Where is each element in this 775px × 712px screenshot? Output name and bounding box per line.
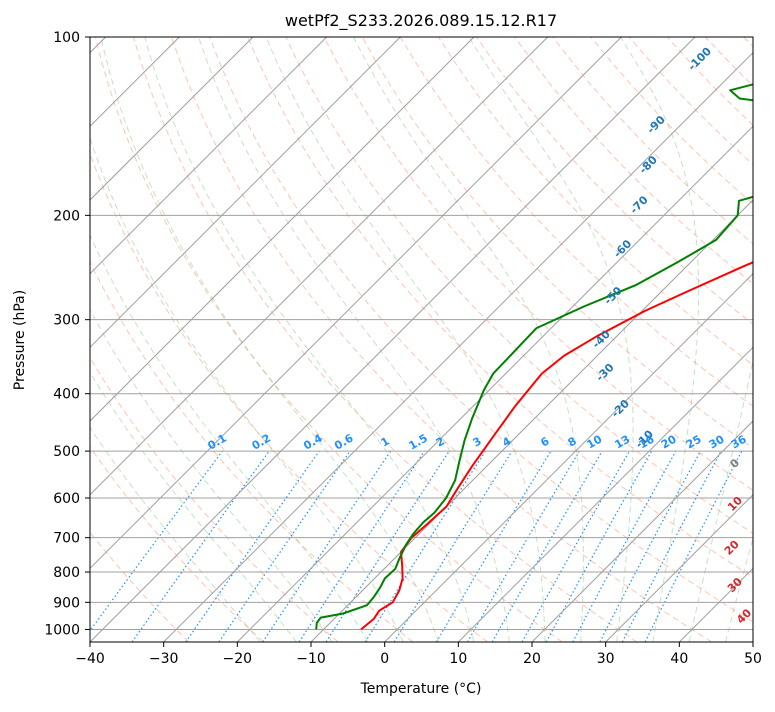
chart-title: wetPf2_S233.2026.089.15.12.R17 — [285, 11, 557, 31]
mixing-ratio-label: 3 — [471, 435, 484, 450]
mixing-ratio-label: 30 — [707, 432, 727, 451]
y-tick-label: 300 — [53, 313, 80, 329]
temperature-profile-line — [361, 37, 775, 629]
isotherm-line — [16, 37, 621, 642]
mixing-ratio-line — [573, 451, 676, 642]
isotherm-line — [237, 37, 775, 642]
y-tick-label: 100 — [53, 30, 80, 46]
dry-adiabat-line — [705, 37, 775, 642]
isotherm-label: 30 — [725, 575, 745, 595]
mixing-ratio-label: 0.4 — [301, 431, 325, 452]
y-tick-label: 800 — [53, 565, 80, 581]
y-tick-label: 600 — [53, 491, 80, 507]
x-axis-label: Temperature (°C) — [360, 681, 482, 697]
x-tick-label: −40 — [75, 651, 105, 667]
mixing-ratio-label: 36 — [729, 432, 749, 451]
y-axis: 100 200 300 400 500 600 700 800 900 1000 — [44, 30, 90, 638]
isotherm-label: -100 — [685, 44, 714, 73]
isotherm-line — [753, 37, 775, 642]
y-tick-label: 1000 — [44, 622, 80, 638]
mixing-ratio-label: 0.2 — [250, 432, 273, 453]
moist-adiabat-line — [4, 37, 332, 642]
x-axis: −40 −30 −20 −10 0 10 20 30 40 50 — [75, 642, 762, 667]
mixing-ratio-line — [600, 451, 701, 642]
isotherm-label: -50 — [602, 284, 625, 307]
mixing-ratio-label: 25 — [684, 433, 704, 452]
dry-adiabat-line — [172, 37, 712, 642]
isotherm-line — [0, 37, 327, 642]
dry-adiabat-line — [744, 37, 775, 642]
x-tick-label: 20 — [523, 651, 541, 667]
mixing-ratio-line — [219, 451, 350, 642]
isotherm-line — [385, 37, 775, 642]
dry-adiabat-line — [591, 37, 775, 642]
dry-adiabat-line — [19, 37, 413, 642]
y-tick-label: 700 — [53, 531, 80, 547]
isotherm-label: 10 — [725, 494, 745, 514]
mixing-ratio-line — [365, 451, 485, 642]
isotherm-label: 40 — [734, 606, 754, 626]
isotherm-line — [0, 37, 400, 642]
y-tick-label: 200 — [53, 208, 80, 224]
isotherm-label: 20 — [722, 537, 742, 557]
y-tick-label: 400 — [53, 387, 80, 403]
isotherm-label: -60 — [611, 237, 634, 260]
isotherm-label: -40 — [590, 327, 613, 350]
x-tick-label: 40 — [670, 651, 688, 667]
mixing-ratio-label: 1 — [379, 435, 392, 450]
dry-adiabat-line — [0, 37, 263, 642]
moist-adiabat-line — [101, 37, 439, 642]
mixing-ratio-label: 8 — [566, 435, 579, 450]
x-tick-label: −20 — [223, 651, 253, 667]
isotherm-line — [311, 37, 775, 642]
y-tick-label: 900 — [53, 595, 80, 611]
isotherm-label: -20 — [609, 397, 632, 420]
mixing-ratio-line — [263, 451, 391, 642]
dry-adiabat-line — [0, 37, 338, 642]
mixing-ratio-label: 10 — [584, 432, 604, 451]
isotherm-line — [164, 37, 769, 642]
mixing-ratio-label: 13 — [612, 433, 632, 452]
isotherm-labels: -100-90-80-70-60-50-40-30-20-10010203040… — [205, 44, 754, 626]
x-tick-label: −10 — [296, 651, 326, 667]
x-tick-label: 0 — [380, 651, 389, 667]
dry-adiabat-line — [57, 37, 488, 642]
moist-adiabat-line — [0, 37, 260, 642]
moist-adiabat-line — [32, 37, 367, 642]
x-tick-label: 30 — [597, 651, 615, 667]
x-tick-label: −30 — [149, 651, 179, 667]
isotherm-label: -30 — [593, 361, 616, 384]
y-axis-label: Pressure (hPa) — [12, 290, 28, 390]
moist-adiabat-line — [64, 37, 403, 642]
dry-adiabat-line — [667, 37, 775, 642]
mixing-ratio-line — [82, 451, 223, 642]
x-tick-label: 10 — [449, 651, 467, 667]
isotherm-line — [0, 37, 253, 642]
mixing-ratio-line — [546, 451, 651, 642]
mixing-ratio-label: 0.6 — [332, 431, 356, 452]
dry-adiabat-line — [0, 37, 189, 642]
isotherm-label: -70 — [628, 193, 651, 216]
mixing-ratio-label: 6 — [538, 434, 551, 449]
dry-adiabat-line — [553, 37, 775, 642]
x-tick-label: 50 — [744, 651, 762, 667]
mixing-ratio-line — [436, 451, 551, 642]
y-tick-label: 500 — [53, 444, 80, 460]
mixing-ratio-label: 1.5 — [407, 432, 430, 453]
dry-adiabat-line — [133, 37, 637, 642]
isotherm-label: 0 — [728, 456, 743, 471]
